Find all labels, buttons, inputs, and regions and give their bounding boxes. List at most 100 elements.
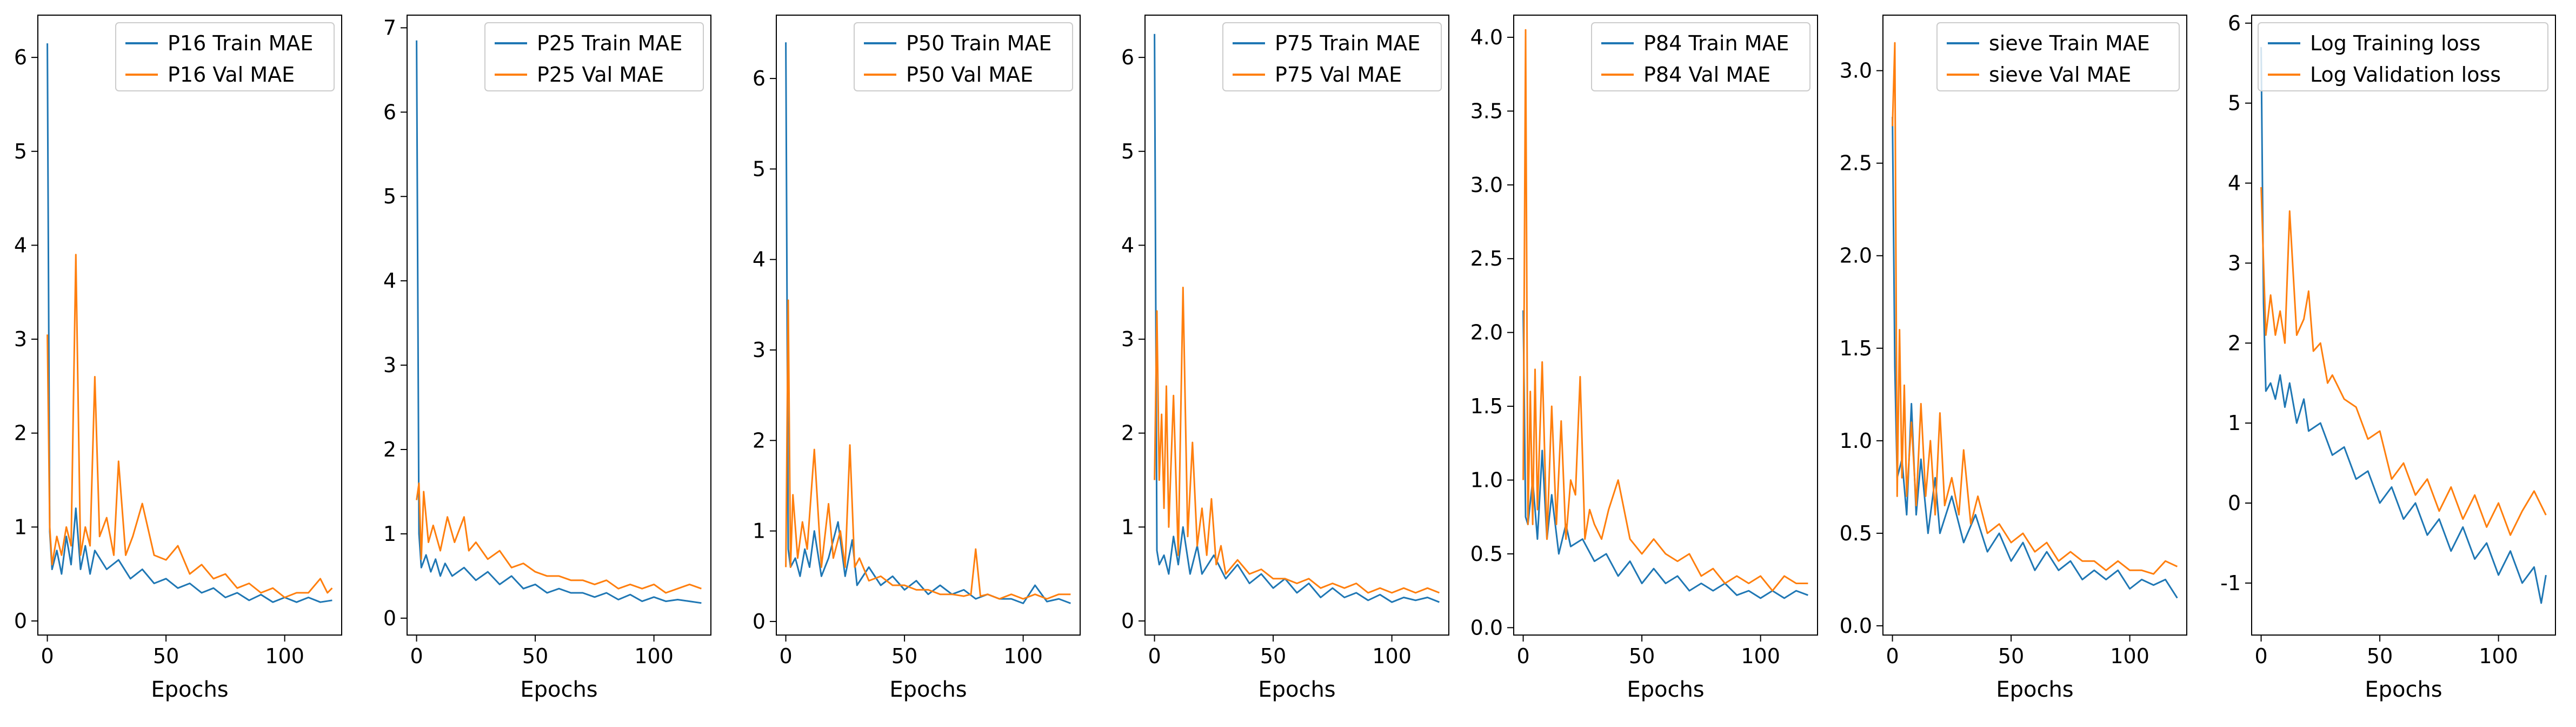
y-tick-label: 5 bbox=[2228, 91, 2241, 115]
legend-box bbox=[1222, 22, 1442, 91]
axes-frame bbox=[407, 15, 711, 636]
legend: P84 Train MAE P84 Val MAE bbox=[1591, 22, 1810, 91]
legend-entry-label: sieve Val MAE bbox=[1989, 63, 2131, 87]
y-tick-label: 2.5 bbox=[1840, 151, 1872, 175]
y-tick-label: 0 bbox=[383, 606, 396, 630]
legend-box bbox=[1936, 22, 2180, 91]
legend-box bbox=[484, 22, 704, 91]
y-tick-label: 6 bbox=[14, 45, 27, 69]
y-tick-label: 2.0 bbox=[1470, 321, 1503, 345]
y-tick-label: 1.5 bbox=[1840, 336, 1872, 360]
axes-frame bbox=[1144, 15, 1449, 636]
chart-panel-2: 0 50 100 0 1 2 3 4 5 6 7 Epochs P25 Train MAE P25 Val… bbox=[383, 15, 711, 702]
y-tick-label: 2.0 bbox=[1840, 244, 1872, 268]
x-tick-label: 100 bbox=[265, 644, 304, 668]
y-tick-label: 5 bbox=[14, 140, 27, 163]
series-line-val bbox=[1154, 287, 1440, 594]
y-tick-label: 1 bbox=[383, 522, 396, 546]
x-tick-label: 100 bbox=[1003, 644, 1043, 668]
legend-entry-label: P75 Train MAE bbox=[1275, 31, 1420, 55]
legend-entry-label: P25 Train MAE bbox=[537, 31, 682, 55]
y-tick-label: 3.0 bbox=[1470, 173, 1503, 197]
x-tick-label: 100 bbox=[634, 644, 674, 668]
x-tick-label: 0 bbox=[2254, 644, 2267, 668]
legend-entry-label: P84 Train MAE bbox=[1643, 31, 1789, 55]
legend-box bbox=[1591, 22, 1810, 91]
x-axis-label: Epochs bbox=[520, 677, 597, 702]
x-axis-label: Epochs bbox=[151, 677, 228, 702]
series-line-train bbox=[2260, 47, 2547, 604]
x-tick-label: 0 bbox=[1148, 644, 1161, 668]
chart-panel-4: 0 50 100 0 1 2 3 4 5 6 Epochs P75 Train MAE P75 Val … bbox=[1121, 15, 1449, 702]
y-tick-label: 5 bbox=[383, 184, 396, 208]
x-tick-label: 0 bbox=[41, 644, 54, 668]
x-axis-label: Epochs bbox=[1258, 677, 1335, 702]
axes-frame bbox=[2251, 15, 2556, 636]
y-tick-label: 6 bbox=[1121, 45, 1134, 69]
y-tick-label: 6 bbox=[753, 67, 766, 90]
x-axis-label: Epochs bbox=[1996, 677, 2073, 702]
legend-entry-label: P50 Val MAE bbox=[906, 63, 1033, 87]
y-tick-label: 3.5 bbox=[1470, 99, 1503, 123]
legend-entry-label: P84 Val MAE bbox=[1643, 63, 1770, 87]
y-tick-label: 1.0 bbox=[1470, 468, 1503, 492]
y-tick-label: 4 bbox=[2228, 171, 2241, 195]
y-tick-label: 1 bbox=[14, 515, 27, 539]
y-tick-label: 3 bbox=[1121, 327, 1134, 351]
chart-panel-5: 0 50 100 0.0 0.5 1.0 1.5 2.0 2.5 3.0 3.5 4.0 Epochs P… bbox=[1470, 15, 1818, 702]
x-tick-label: 50 bbox=[2367, 644, 2393, 668]
y-tick-label: 2 bbox=[1121, 421, 1134, 445]
x-tick-label: 50 bbox=[1629, 644, 1655, 668]
legend-entry-label: sieve Train MAE bbox=[1989, 31, 2150, 55]
x-tick-label: 50 bbox=[891, 644, 917, 668]
y-tick-label: 3 bbox=[14, 327, 27, 351]
legend-box bbox=[2258, 22, 2548, 91]
axes-frame bbox=[37, 15, 342, 636]
series-line-val bbox=[1892, 42, 2178, 575]
y-tick-label: 4 bbox=[1121, 233, 1134, 257]
x-tick-label: 0 bbox=[779, 644, 792, 668]
y-tick-label: 5 bbox=[753, 157, 766, 181]
legend: P50 Train MAE P50 Val MAE bbox=[854, 22, 1073, 91]
series-line-train bbox=[46, 43, 332, 603]
x-tick-label: 0 bbox=[1516, 644, 1529, 668]
legend-entry-label: P75 Val MAE bbox=[1275, 63, 1402, 87]
legend-entry-label: Log Validation loss bbox=[2310, 63, 2501, 87]
y-tick-label: 3 bbox=[383, 353, 396, 377]
x-tick-label: 100 bbox=[1741, 644, 1780, 668]
chart-panel-6: 0 50 100 0.0 0.5 1.0 1.5 2.0 2.5 3.0 Epochs sieve T… bbox=[1840, 15, 2187, 702]
y-tick-label: 1.5 bbox=[1470, 394, 1503, 418]
y-tick-label: 0.0 bbox=[1840, 614, 1872, 638]
x-tick-label: 0 bbox=[410, 644, 423, 668]
y-tick-label: 3 bbox=[2228, 251, 2241, 275]
series-line-val bbox=[2260, 187, 2547, 536]
y-tick-label: 7 bbox=[383, 16, 396, 39]
series-line-val bbox=[785, 299, 1071, 600]
y-tick-label: 0 bbox=[2228, 491, 2241, 515]
y-tick-label: 1 bbox=[753, 519, 766, 543]
legend: P25 Train MAE P25 Val MAE bbox=[484, 22, 704, 91]
legend-entry-label: P16 Val MAE bbox=[168, 63, 295, 87]
legend-entry-label: P50 Train MAE bbox=[906, 31, 1051, 55]
legend-box bbox=[854, 22, 1073, 91]
y-tick-label: 6 bbox=[383, 100, 396, 124]
y-tick-label: 4 bbox=[383, 269, 396, 293]
x-tick-label: 0 bbox=[1886, 644, 1899, 668]
legend-box bbox=[115, 22, 335, 91]
y-tick-label: 0 bbox=[753, 610, 766, 633]
y-tick-label: 2.5 bbox=[1470, 247, 1503, 270]
x-tick-label: 50 bbox=[1998, 644, 2024, 668]
y-tick-label: 0.0 bbox=[1470, 616, 1503, 639]
x-tick-label: 100 bbox=[2110, 644, 2149, 668]
chart-panel-3: 0 50 100 0 1 2 3 4 5 6 Epochs P50 Train MAE P50 Val … bbox=[753, 15, 1081, 702]
y-tick-label: 4 bbox=[753, 248, 766, 272]
series-line-train bbox=[785, 42, 1071, 604]
y-tick-label: 2 bbox=[753, 428, 766, 452]
x-axis-label: Epochs bbox=[889, 677, 967, 702]
series-line-val bbox=[1522, 29, 1808, 592]
legend-entry-label: Log Training loss bbox=[2310, 31, 2480, 55]
x-axis-label: Epochs bbox=[2365, 677, 2442, 702]
x-axis-label: Epochs bbox=[1627, 677, 1704, 702]
